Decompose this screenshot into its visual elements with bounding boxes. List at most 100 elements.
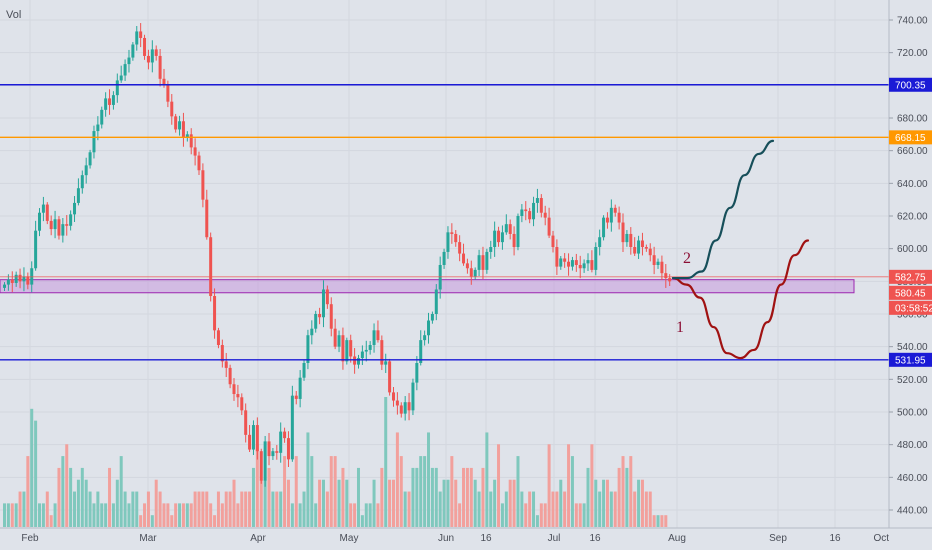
horizontal-levels bbox=[0, 84, 889, 361]
volume-bar bbox=[65, 444, 69, 527]
volume-bar bbox=[532, 491, 536, 527]
candle-body bbox=[18, 274, 22, 282]
volume-bar bbox=[551, 491, 555, 527]
volume-bar bbox=[6, 503, 10, 527]
candle-body bbox=[590, 260, 594, 270]
candle-body bbox=[290, 395, 294, 460]
volume-bar bbox=[263, 479, 267, 527]
volume-bar bbox=[349, 503, 353, 527]
volume-bar bbox=[582, 503, 586, 527]
volume-bar bbox=[216, 491, 220, 527]
candle-body bbox=[201, 170, 205, 200]
y-tick-label: 620.00 bbox=[897, 211, 928, 222]
candle-body bbox=[392, 392, 395, 401]
volume-bar bbox=[88, 491, 92, 527]
candle-body bbox=[372, 330, 376, 346]
candle-body bbox=[559, 258, 563, 267]
candle-body bbox=[493, 230, 497, 248]
candle-body bbox=[139, 31, 143, 38]
volume-bar bbox=[228, 491, 232, 527]
volume-bar bbox=[423, 456, 427, 527]
y-tick-label: 460.00 bbox=[897, 473, 928, 484]
candle-body bbox=[450, 232, 454, 234]
candle-body bbox=[10, 279, 14, 283]
volume-bar bbox=[41, 503, 45, 527]
volume-bar bbox=[442, 479, 446, 527]
volume-bar bbox=[30, 408, 34, 527]
level-price-tag bbox=[889, 77, 932, 92]
candle-body bbox=[512, 233, 516, 248]
volume-bar bbox=[598, 491, 602, 527]
volume-bar bbox=[430, 467, 434, 527]
volume-bar bbox=[166, 503, 170, 527]
candle-body bbox=[100, 109, 104, 125]
candle-body bbox=[625, 233, 629, 243]
candle-body bbox=[520, 209, 524, 216]
volume-bar bbox=[388, 479, 392, 527]
candle-body bbox=[193, 147, 197, 156]
volume-bar bbox=[314, 503, 318, 527]
candle-body bbox=[310, 328, 314, 336]
candle-body bbox=[454, 233, 458, 243]
y-tick-label: 740.00 bbox=[897, 16, 928, 27]
volume-bar bbox=[415, 467, 419, 527]
candle-body bbox=[3, 284, 6, 288]
candle-body bbox=[127, 57, 131, 65]
candle-body bbox=[73, 202, 77, 215]
volume-bar bbox=[329, 456, 333, 527]
volume-bar bbox=[178, 503, 182, 527]
candle-body bbox=[216, 330, 220, 346]
x-tick-label: 16 bbox=[480, 533, 492, 544]
volume-bar bbox=[34, 420, 38, 527]
scenario-2-label: 2 bbox=[683, 250, 691, 267]
candle-body bbox=[135, 31, 139, 45]
candle-body bbox=[275, 451, 279, 453]
candle-body bbox=[605, 217, 609, 223]
volume-bar bbox=[652, 515, 656, 527]
volume-bar bbox=[454, 479, 458, 527]
candle-body bbox=[248, 434, 252, 450]
time-axis[interactable]: Feb Mar Apr May Jun 16 Jul 16 Aug Sep 16 Oct bbox=[21, 533, 889, 544]
volume-bar bbox=[96, 491, 100, 527]
candle-body bbox=[61, 224, 65, 236]
candle-body bbox=[415, 362, 419, 383]
volume-bar bbox=[267, 467, 271, 527]
level-price-tag bbox=[889, 130, 932, 145]
candle-body bbox=[143, 37, 147, 56]
volume-bar bbox=[26, 456, 30, 527]
price-tag-label: 03:58:52 bbox=[895, 303, 932, 314]
volume-bar bbox=[500, 503, 504, 527]
candle-body bbox=[224, 361, 228, 368]
candle-body bbox=[423, 335, 427, 341]
candle-body bbox=[582, 263, 586, 269]
volume-bar bbox=[162, 503, 166, 527]
candle-body bbox=[267, 441, 271, 457]
candle-body bbox=[205, 199, 209, 238]
volume-bar bbox=[368, 503, 372, 527]
level-price-tag bbox=[889, 352, 932, 367]
candle-body bbox=[232, 384, 236, 395]
volume-bar bbox=[205, 491, 209, 527]
y-tick-label: 640.00 bbox=[897, 179, 928, 190]
volume-bar bbox=[104, 503, 108, 527]
candle-body bbox=[438, 264, 442, 290]
volume-bar bbox=[209, 503, 213, 527]
volume-bar bbox=[489, 491, 493, 527]
volume-bar bbox=[609, 491, 613, 527]
volume-bar bbox=[115, 479, 119, 527]
candle-body bbox=[535, 198, 539, 203]
candle-body bbox=[302, 362, 306, 378]
candle-body bbox=[485, 251, 489, 270]
candle-body bbox=[166, 85, 170, 102]
candle-body bbox=[158, 55, 162, 79]
y-tick-label: 540.00 bbox=[897, 342, 928, 353]
volume-bar bbox=[392, 479, 395, 527]
candle-body bbox=[119, 75, 123, 81]
candle-body bbox=[613, 207, 617, 213]
volume-bar bbox=[150, 515, 154, 527]
level-price-label: 668.15 bbox=[895, 133, 926, 144]
y-tick-label: 600.00 bbox=[897, 244, 928, 255]
x-tick-label: Sep bbox=[769, 533, 787, 544]
